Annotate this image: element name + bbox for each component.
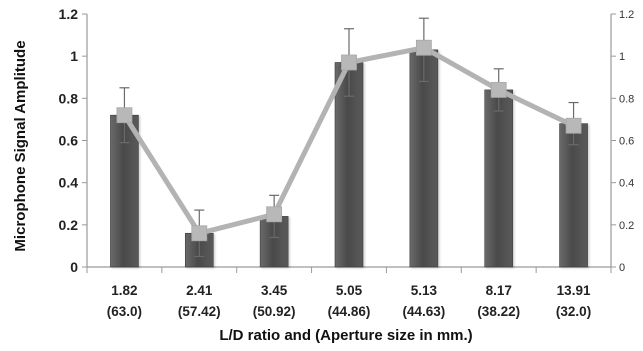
- y-tick-label: 1: [70, 48, 78, 64]
- x-category-aperture: (32.0): [556, 304, 591, 319]
- y2-tick-label: 1.2: [619, 9, 634, 21]
- line-marker: [116, 107, 133, 124]
- x-category-aperture: (38.22): [477, 304, 520, 319]
- labels: 0 0.2 0.4 0.6 0.8 1 1.2 0 0.2 0.4 0.6 0.8 1 1.2 1.82 (6…: [59, 6, 635, 319]
- y2-tick-label: 1: [619, 51, 625, 63]
- x-category-ratio: 2.41: [186, 283, 213, 298]
- x-category-aperture: (50.92): [253, 304, 296, 319]
- line-marker: [415, 39, 432, 56]
- x-category-ratio: 3.45: [261, 283, 288, 298]
- y-axis-title: Microphone Signal Amplitude: [12, 40, 29, 251]
- line-marker: [191, 225, 208, 242]
- x-category-ratio: 13.91: [557, 283, 591, 298]
- x-category-aperture: (44.86): [328, 304, 371, 319]
- y-tick-label: 0.4: [59, 175, 79, 191]
- x-category-aperture: (57.42): [178, 304, 221, 319]
- trend-line: [116, 39, 582, 242]
- y2-tick-label: 0.8: [619, 93, 634, 105]
- y2-tick-label: 0.4: [619, 178, 634, 190]
- y-tick-label: 0.2: [59, 217, 79, 233]
- line-marker: [266, 206, 283, 223]
- y-tick-label: 0: [70, 259, 78, 275]
- line-marker: [490, 82, 507, 98]
- y-tick-label: 1.2: [59, 6, 79, 22]
- line-marker: [341, 54, 357, 71]
- x-category-ratio: 8.17: [486, 283, 512, 298]
- x-category-ratio: 5.05: [336, 283, 363, 298]
- x-category-ratio: 5.13: [411, 283, 438, 298]
- y2-tick-label: 0.6: [619, 136, 634, 148]
- bar: [409, 49, 439, 268]
- x-category-aperture: (63.0): [107, 304, 142, 319]
- y-tick-label: 0.8: [59, 90, 79, 106]
- bar: [484, 89, 514, 268]
- x-category-ratio: 1.82: [111, 283, 137, 298]
- bar: [559, 123, 588, 268]
- y2-tick-label: 0.2: [619, 220, 634, 232]
- y-tick-label: 0.6: [59, 133, 79, 149]
- line-marker: [565, 117, 582, 134]
- x-axis-title: L/D ratio and (Aperture size in mm.): [219, 327, 472, 344]
- y2-tick-label: 0: [619, 262, 625, 274]
- x-category-aperture: (44.63): [402, 304, 445, 319]
